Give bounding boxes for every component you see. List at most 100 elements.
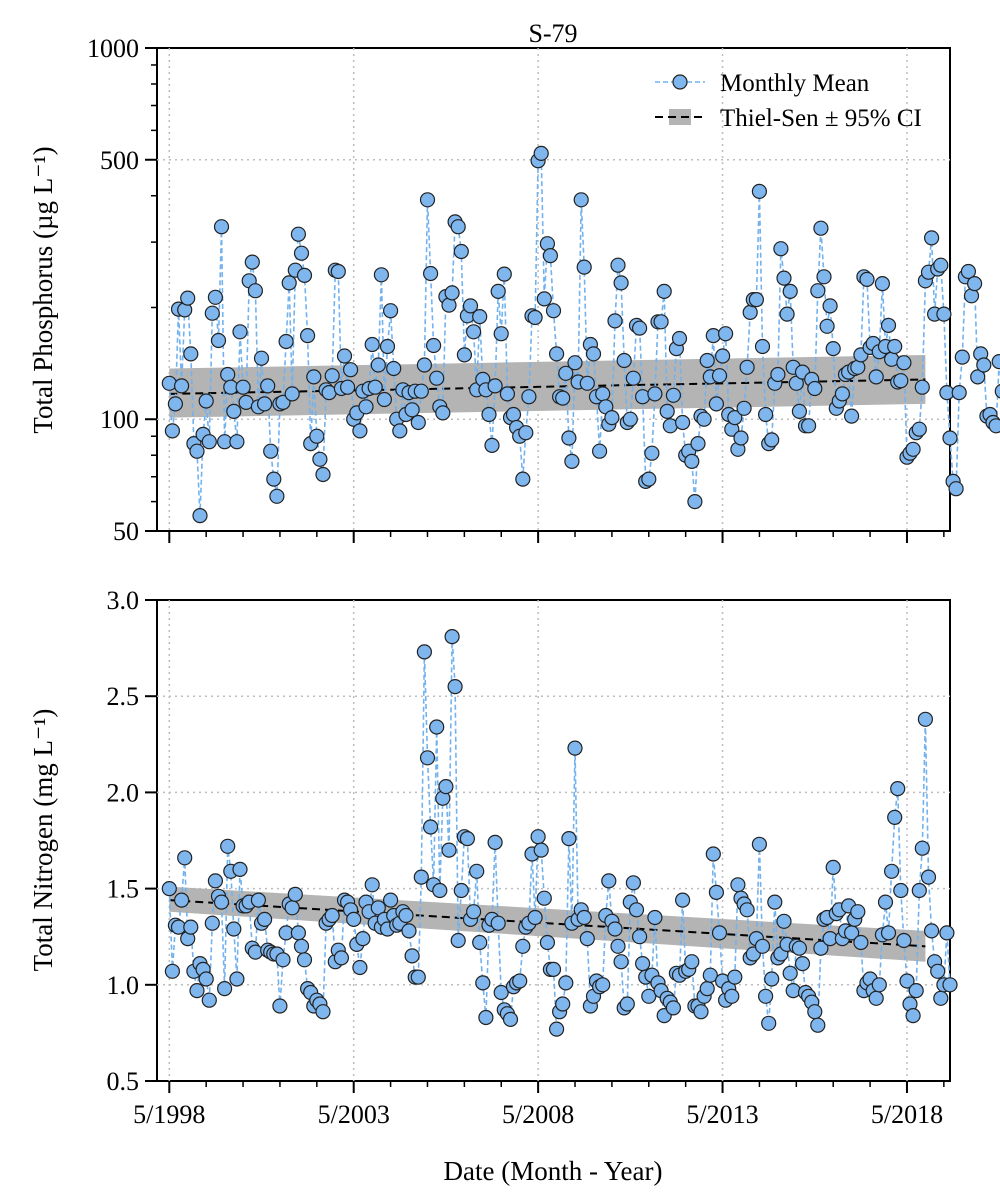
- tp-data-point: [807, 380, 823, 397]
- tp-data-point: [548, 346, 565, 362]
- tp-data-point: [631, 320, 648, 336]
- tn-data-point: [610, 938, 626, 954]
- tp-data-point: [653, 314, 669, 330]
- tn-data-point: [423, 819, 439, 835]
- tp-data-point: [764, 432, 780, 448]
- legend-label-thiel-sen: Thiel-Sen ± 95% CI: [720, 105, 922, 132]
- tp-data-point: [260, 378, 276, 394]
- tn-data-point: [914, 840, 930, 856]
- tp-data-point: [284, 386, 300, 402]
- legend-ci-swatch: [669, 109, 691, 125]
- tp-data-point: [164, 423, 180, 439]
- tp-data-point: [413, 383, 429, 399]
- tp-data-point: [527, 309, 543, 326]
- tn-data-point: [613, 954, 629, 970]
- tp-y-tick-label: 1000: [87, 34, 139, 63]
- tp-data-point: [659, 403, 675, 419]
- tp-data-point: [671, 330, 688, 347]
- tn-data-point: [174, 892, 190, 908]
- tp-data-point: [923, 230, 940, 246]
- tp-data-point: [674, 414, 691, 431]
- tp-data-point: [235, 379, 251, 395]
- tp-data-point: [379, 338, 396, 355]
- tp-data-point: [481, 406, 497, 423]
- tp-data-point: [290, 226, 306, 242]
- tn-x-tick-label: 5/2018: [871, 1100, 943, 1129]
- tn-data-point: [432, 882, 448, 899]
- tn-data-point: [810, 1017, 826, 1033]
- tp-data-point: [843, 408, 860, 424]
- tn-data-point: [877, 894, 894, 910]
- tp-data-point: [754, 338, 771, 355]
- tp-data-point: [576, 259, 592, 275]
- tp-data-point: [247, 283, 263, 299]
- tp-data-point: [896, 355, 912, 371]
- tn-data-point: [536, 890, 552, 906]
- tn-data-point: [290, 925, 306, 941]
- tn-data-point: [475, 975, 491, 991]
- tn-data-point: [868, 990, 884, 1006]
- tn-data-point: [226, 921, 242, 937]
- tn-data-point: [232, 861, 248, 878]
- tp-data-point: [813, 220, 829, 236]
- tp-data-point: [585, 346, 602, 362]
- tp-data-point: [343, 362, 359, 378]
- tn-data-point: [730, 877, 746, 893]
- tn-y-tick-label: 2.0: [107, 778, 140, 807]
- tp-data-point: [496, 266, 512, 282]
- tn-y-tick-label: 0.5: [107, 1067, 140, 1096]
- tn-data-point: [207, 873, 223, 889]
- tp-data-point: [404, 402, 420, 418]
- tp-data-point: [536, 291, 552, 307]
- tp-data-point: [714, 348, 731, 364]
- tn-data-point: [911, 882, 927, 899]
- tp-data-point: [201, 434, 217, 450]
- tn-data-point: [813, 940, 829, 956]
- tp-data-point: [330, 263, 346, 280]
- tp-data-point: [591, 443, 608, 459]
- tn-data-point: [404, 948, 420, 964]
- tn-data-point: [247, 944, 263, 960]
- tn-data-point: [561, 830, 577, 847]
- tp-data-point: [994, 383, 1000, 399]
- tp-data-point: [822, 298, 838, 314]
- tn-data-point: [429, 719, 445, 735]
- tn-data-point: [419, 750, 436, 766]
- tn-data-point: [548, 1021, 565, 1037]
- tn-data-point: [785, 982, 801, 999]
- tp-data-point: [567, 355, 583, 371]
- tn-x-tick-label: 5/2008: [502, 1100, 574, 1129]
- tp-data-point: [880, 317, 897, 333]
- tn-data-point: [880, 925, 897, 941]
- tp-data-point: [616, 352, 632, 369]
- tn-data-point: [355, 930, 371, 947]
- tn-data-point: [490, 915, 506, 931]
- tp-data-point: [859, 271, 875, 287]
- tp-data-point: [711, 368, 728, 384]
- tp-data-point: [579, 375, 595, 391]
- tn-data-point: [634, 955, 651, 972]
- tp-data-point: [825, 341, 841, 357]
- tn-data-point: [896, 932, 912, 949]
- tn-data-point: [555, 996, 571, 1012]
- tp-data-point: [936, 306, 952, 322]
- tn-data-point: [684, 954, 700, 970]
- tp-data-point: [336, 348, 353, 364]
- tp-data-point: [561, 430, 577, 446]
- tp-data-point: [435, 405, 451, 421]
- tp-data-point: [340, 379, 356, 395]
- tp-data-point: [266, 471, 282, 487]
- tp-data-point: [555, 390, 571, 406]
- legend: Monthly Mean Thiel-Sen ± 95% CI: [655, 70, 922, 132]
- tn-data-point: [257, 911, 273, 928]
- tp-data-point: [687, 494, 703, 510]
- tp-data-point: [641, 471, 657, 487]
- tn-data-point: [887, 809, 903, 826]
- tp-data-point: [976, 357, 992, 373]
- tp-data-point: [515, 471, 531, 487]
- tp-data-point: [419, 192, 436, 208]
- tp-data-point: [466, 324, 482, 340]
- tp-data-point: [791, 403, 808, 419]
- tp-data-point: [748, 292, 765, 308]
